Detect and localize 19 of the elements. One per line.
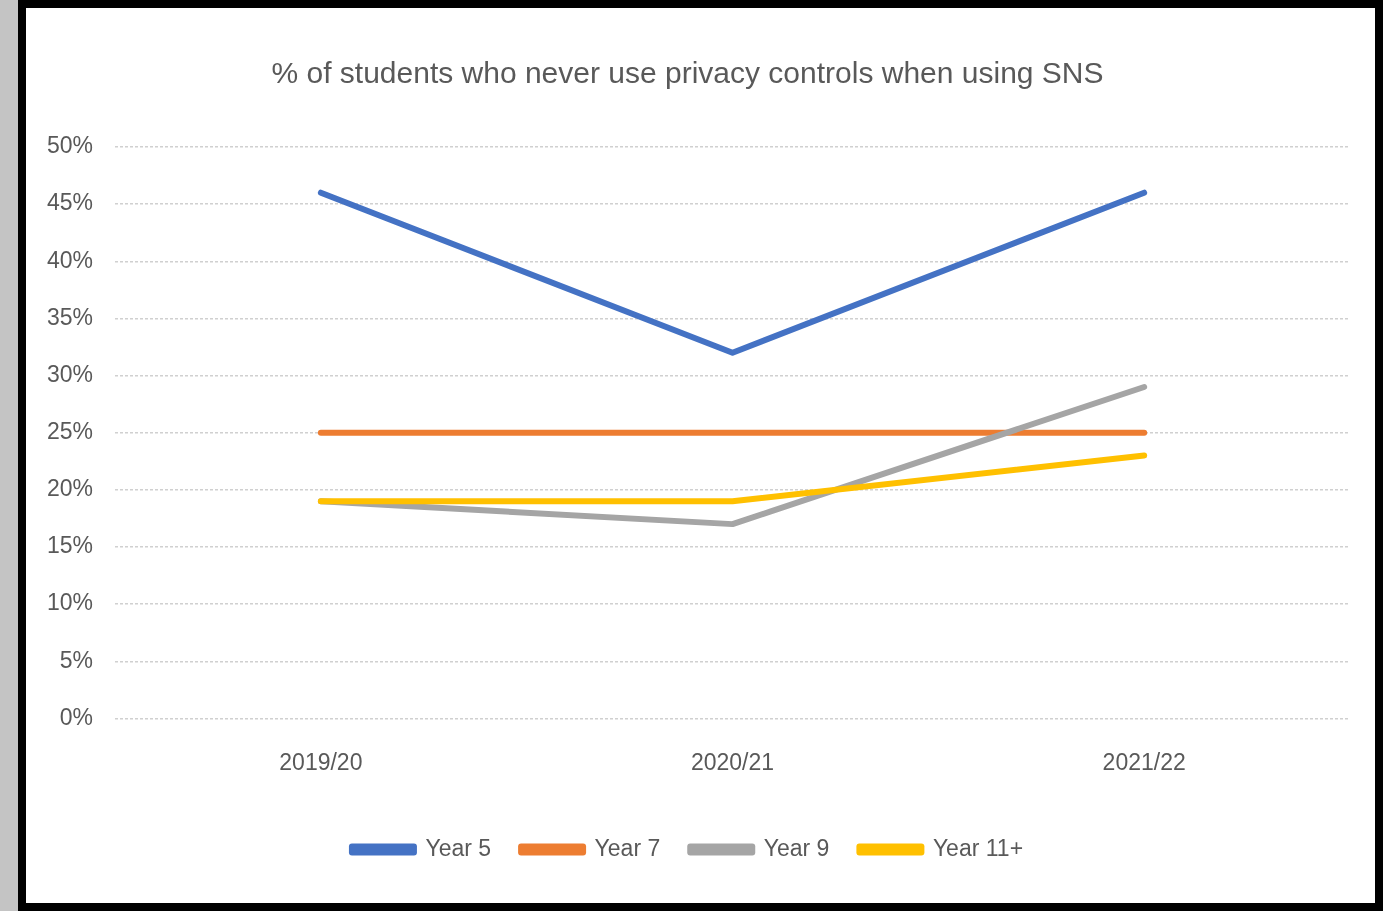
legend-label: Year 11+: [932, 834, 1024, 861]
y-tick-label: 50%: [46, 132, 94, 159]
y-tick-label: 45%: [46, 189, 94, 216]
y-tick-label: 40%: [46, 246, 94, 273]
y-tick-label: 20%: [46, 475, 94, 502]
legend-label: Year 7: [594, 834, 661, 861]
y-tick-label: 5%: [59, 646, 94, 673]
x-tick-label: 2020/21: [690, 748, 775, 775]
y-tick-label: 35%: [46, 303, 94, 330]
chart-title: % of students who never use privacy controls when using SNS: [271, 56, 1104, 90]
y-tick-label: 30%: [46, 360, 94, 387]
legend-label: Year 9: [763, 834, 830, 861]
y-tick-label: 25%: [46, 418, 94, 445]
y-tick-label: 0%: [59, 703, 94, 730]
x-tick-label: 2021/22: [1102, 748, 1186, 775]
x-tick-label: 2019/20: [279, 748, 363, 775]
y-tick-label: 15%: [46, 532, 94, 559]
legend-label: Year 5: [425, 834, 492, 861]
y-tick-label: 10%: [46, 589, 94, 616]
